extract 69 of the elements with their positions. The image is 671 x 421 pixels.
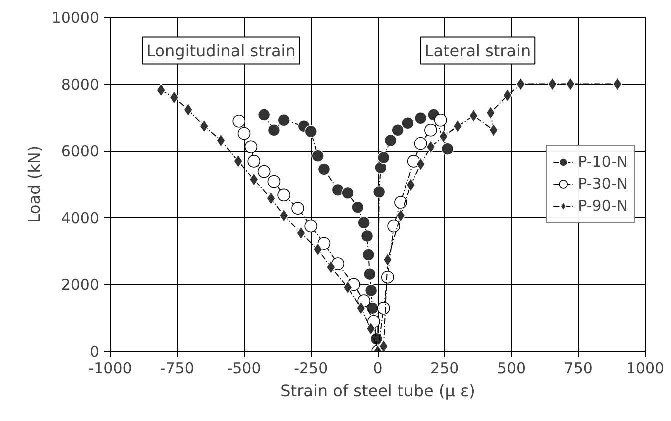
point — [441, 142, 454, 156]
x-tick-label: 0 — [373, 360, 383, 378]
point — [414, 137, 428, 150]
y-tick-label: 8000 — [61, 76, 100, 94]
x-tick-label: -250 — [294, 360, 328, 378]
y-tick-label: 6000 — [61, 142, 100, 161]
legend-label: P-10-N — [578, 153, 628, 171]
point — [486, 106, 496, 120]
y-axis-title: Load (kN) — [24, 146, 44, 224]
x-tick-label: -500 — [227, 360, 262, 378]
point — [258, 165, 271, 178]
x-tick-label: -750 — [160, 360, 194, 378]
point — [352, 201, 364, 214]
point — [364, 284, 378, 298]
point — [372, 186, 386, 199]
point — [258, 108, 271, 122]
point — [278, 188, 291, 202]
y-tick-label: 10000 — [52, 9, 100, 27]
point — [318, 163, 331, 176]
point — [360, 230, 374, 243]
point — [248, 155, 261, 168]
point — [304, 125, 318, 138]
point — [268, 175, 281, 188]
point — [381, 270, 394, 284]
point — [232, 114, 246, 128]
point — [238, 127, 251, 140]
point — [356, 302, 366, 316]
x-tick-label: 1000 — [626, 360, 665, 378]
x-tick-label: -1000 — [88, 360, 132, 378]
annotation: Longitudinal strain — [146, 41, 296, 60]
point — [394, 196, 408, 209]
point — [304, 220, 318, 233]
point — [342, 186, 354, 200]
x-axis-title: Strain of steel tube (μ ε) — [280, 382, 476, 400]
x-tick-label: 750 — [564, 360, 593, 378]
point — [278, 114, 291, 127]
point — [434, 114, 448, 127]
point — [362, 248, 376, 262]
point — [244, 140, 258, 154]
point — [402, 116, 414, 130]
point — [268, 124, 281, 137]
point — [358, 216, 370, 230]
point — [184, 103, 194, 117]
legend-label: P-90-N — [578, 197, 628, 215]
point — [392, 124, 404, 137]
point — [234, 154, 244, 168]
point — [424, 124, 438, 137]
point — [318, 237, 331, 250]
point — [374, 161, 388, 174]
annotation: Lateral strain — [424, 41, 532, 60]
point — [332, 184, 345, 197]
point — [426, 140, 436, 154]
y-tick-label: 2000 — [61, 276, 100, 294]
point — [364, 268, 376, 281]
point — [377, 151, 390, 164]
point — [416, 158, 426, 172]
point — [379, 340, 389, 352]
point — [384, 134, 398, 148]
point — [383, 253, 393, 267]
point — [292, 202, 304, 215]
point — [388, 220, 400, 233]
point — [377, 302, 390, 315]
point — [414, 112, 428, 125]
legend-label: P-30-N — [578, 175, 628, 193]
x-tick-label: 500 — [497, 360, 526, 378]
x-tick-label: 250 — [430, 360, 460, 378]
y-tick-label: 0 — [90, 343, 100, 361]
y-tick-label: 4000 — [61, 209, 100, 228]
point — [312, 150, 324, 162]
